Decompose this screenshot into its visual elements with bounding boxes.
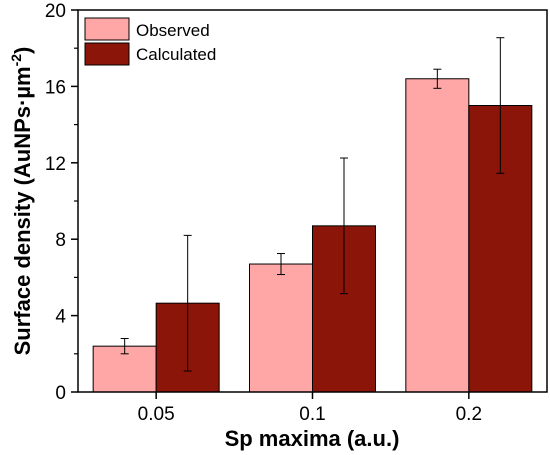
x-axis-ticks: 0.05 0.1 0.2 <box>138 392 482 425</box>
bar-observed <box>249 263 313 393</box>
bar-observed <box>405 78 470 393</box>
y-tick-label: 16 <box>45 77 66 98</box>
y-tick-label: 12 <box>45 154 66 175</box>
legend-swatch-calculated <box>84 42 130 66</box>
legend-swatch-observed <box>84 17 130 41</box>
x-tick-label: 0.1 <box>299 404 325 425</box>
y-tick-label: 0 <box>55 383 66 404</box>
x-axis-title: Sp maxima (a.u.) <box>225 426 400 451</box>
legend-label-observed: Observed <box>136 21 210 40</box>
x-tick-label: 0.2 <box>456 404 482 425</box>
plot-frame <box>77 9 548 393</box>
bars <box>92 78 533 393</box>
x-tick-label: 0.05 <box>138 404 175 425</box>
y-tick-label: 8 <box>55 230 66 251</box>
y-axis-title: Surface density (AuNPs·µm-2) <box>8 47 35 356</box>
y-tick-label: 20 <box>45 1 66 22</box>
legend: Observed Calculated <box>84 17 216 66</box>
y-axis-ticks: 0 4 8 12 16 20 <box>45 1 78 404</box>
legend-label-calculated: Calculated <box>136 45 216 64</box>
error-bars <box>120 37 505 372</box>
y-tick-label: 4 <box>55 307 66 328</box>
